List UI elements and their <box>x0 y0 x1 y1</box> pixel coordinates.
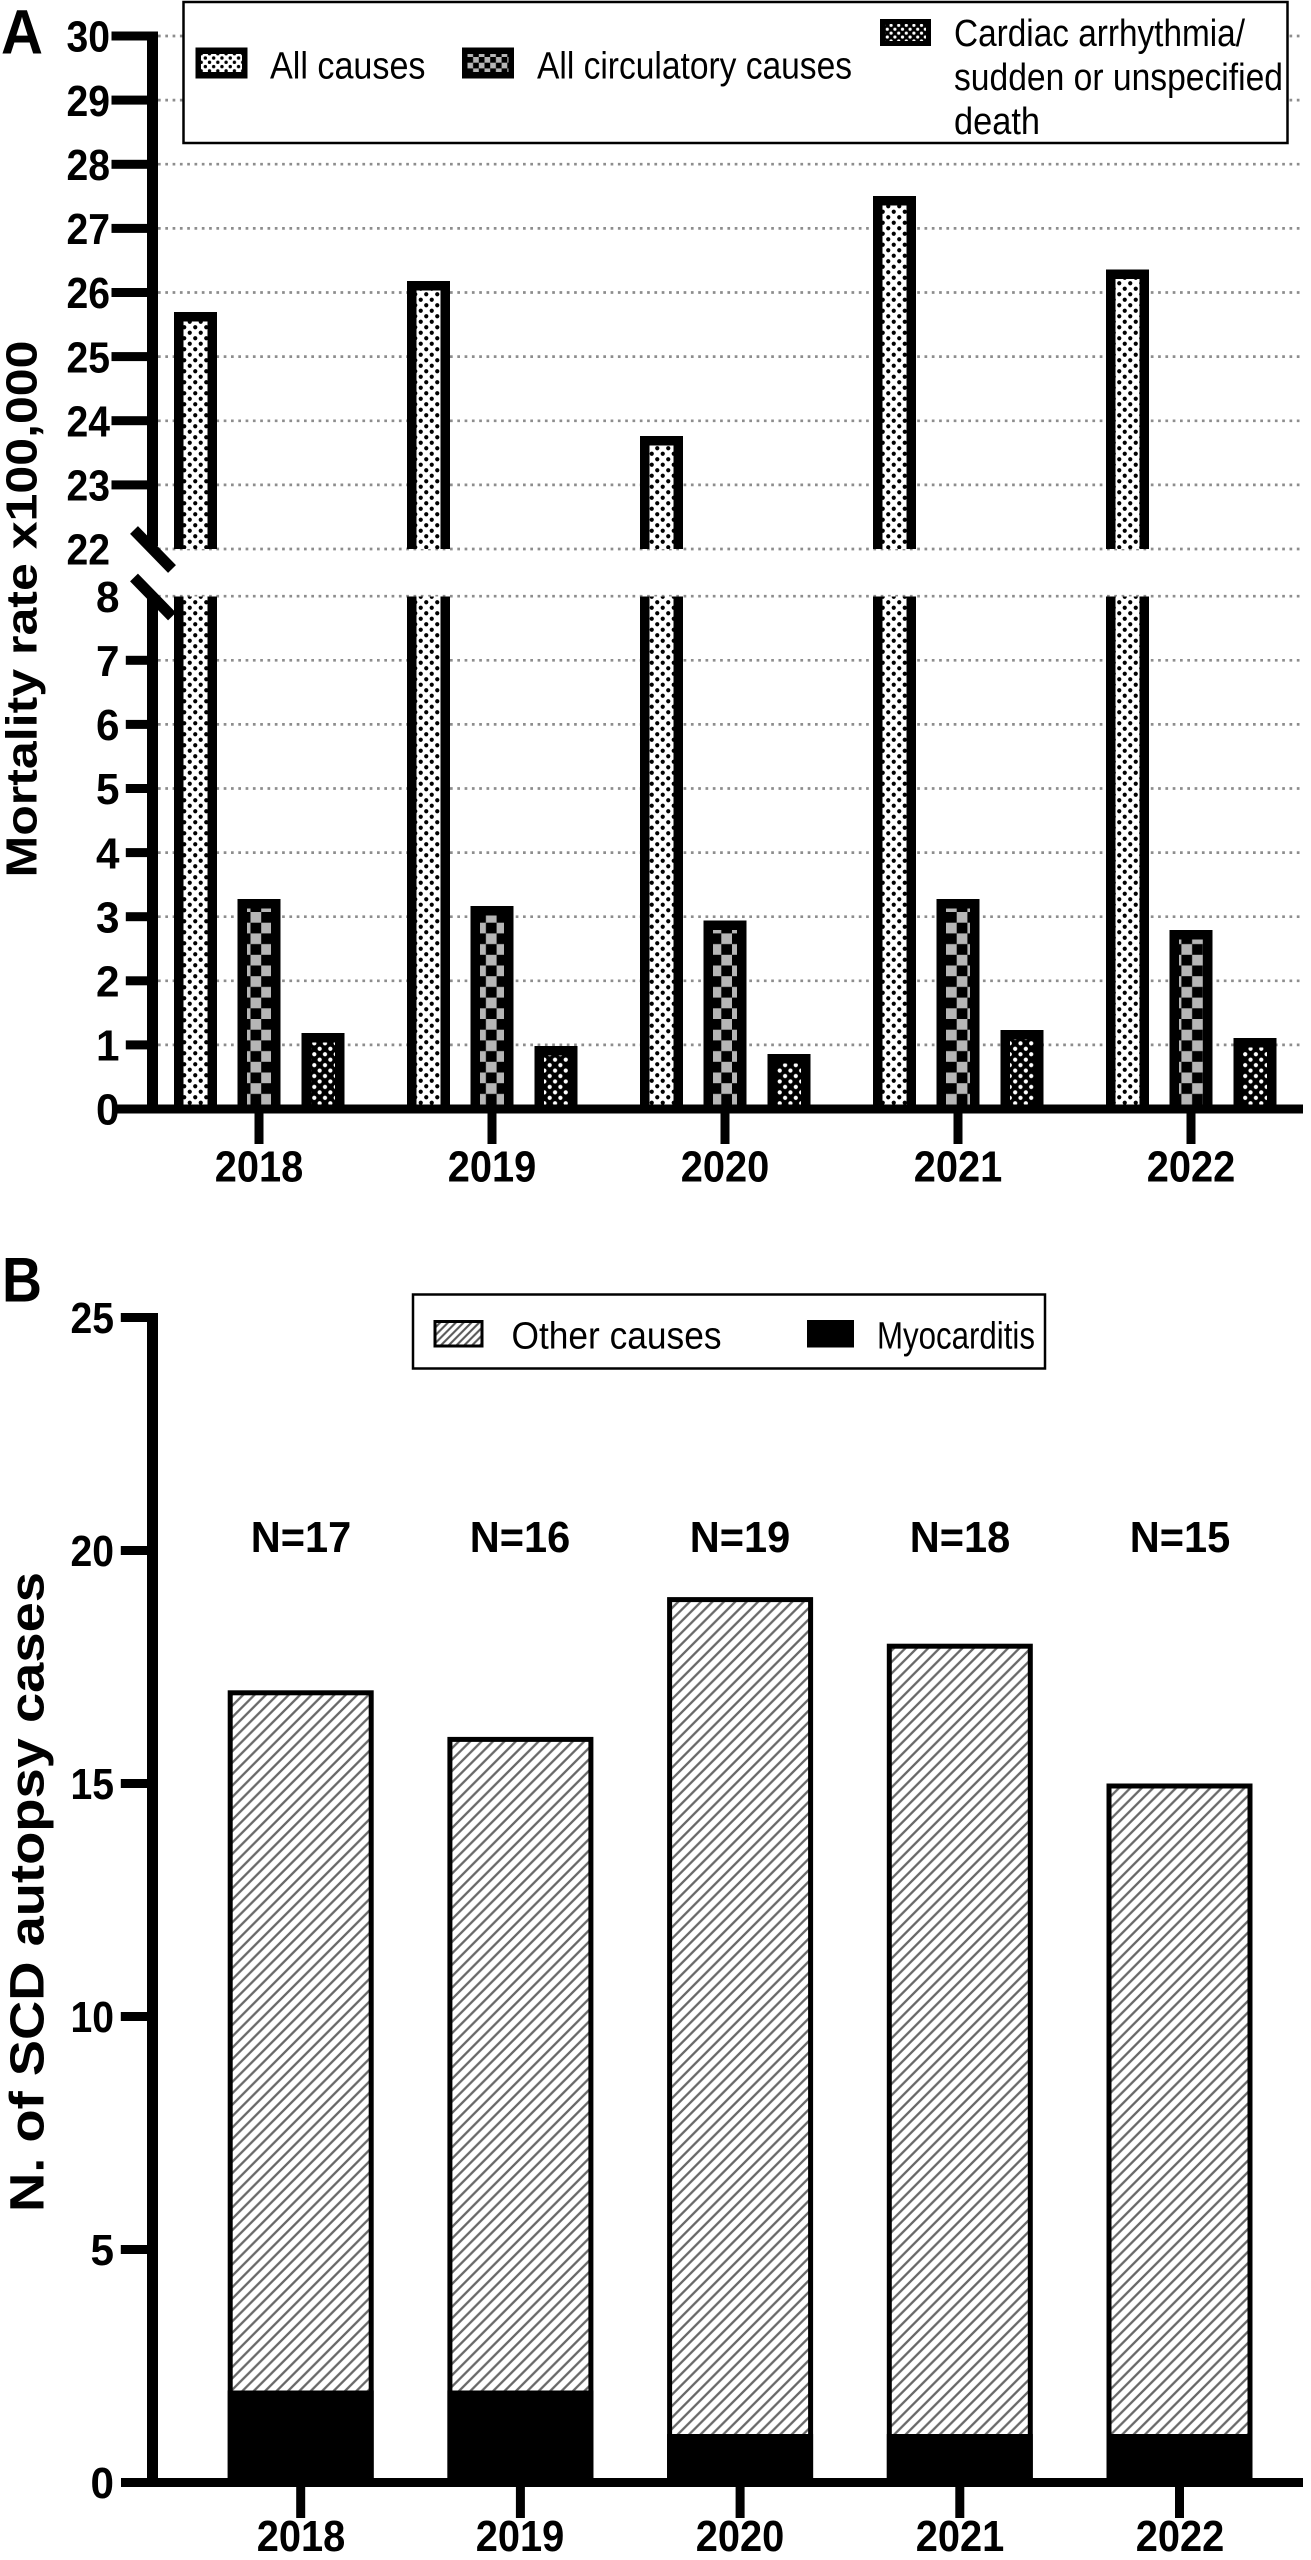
svg-text:2: 2 <box>96 958 120 1007</box>
svg-text:15: 15 <box>71 1760 115 1809</box>
svg-text:1: 1 <box>96 1022 120 1071</box>
svg-text:2019: 2019 <box>448 1143 537 1192</box>
svg-text:4: 4 <box>96 829 120 878</box>
svg-text:N=15: N=15 <box>1130 1513 1231 1562</box>
svg-text:N=16: N=16 <box>470 1513 571 1562</box>
svg-text:2022: 2022 <box>1147 1143 1236 1192</box>
svg-text:28: 28 <box>67 141 111 190</box>
svg-text:10: 10 <box>71 1993 115 2042</box>
svg-text:27: 27 <box>67 205 111 254</box>
svg-text:23: 23 <box>67 462 111 511</box>
svg-text:N. of SCD autopsy cases: N. of SCD autopsy cases <box>2 1572 55 2212</box>
svg-text:B: B <box>2 1246 42 1316</box>
svg-text:5: 5 <box>96 765 120 814</box>
svg-text:2020: 2020 <box>681 1143 770 1192</box>
svg-text:All causes: All causes <box>270 46 426 88</box>
svg-text:2022: 2022 <box>1136 2512 1225 2560</box>
svg-text:death: death <box>954 101 1040 143</box>
svg-text:2020: 2020 <box>696 2512 785 2560</box>
svg-text:22: 22 <box>67 526 111 575</box>
svg-text:All circulatory causes: All circulatory causes <box>537 46 852 88</box>
svg-text:6: 6 <box>96 701 120 750</box>
svg-text:2018: 2018 <box>257 2512 346 2560</box>
svg-text:Cardiac arrhythmia/: Cardiac arrhythmia/ <box>954 13 1245 55</box>
svg-text:25: 25 <box>71 1294 115 1343</box>
svg-text:N=17: N=17 <box>251 1513 352 1562</box>
svg-text:3: 3 <box>96 893 120 942</box>
svg-text:24: 24 <box>67 397 111 446</box>
svg-text:30: 30 <box>67 13 111 62</box>
svg-text:8: 8 <box>96 573 120 622</box>
svg-text:2021: 2021 <box>914 1143 1003 1192</box>
svg-text:29: 29 <box>67 77 111 126</box>
svg-text:2021: 2021 <box>916 2512 1005 2560</box>
svg-text:7: 7 <box>96 637 120 686</box>
svg-text:N=19: N=19 <box>690 1513 791 1562</box>
svg-text:Mortality rate x100,000: Mortality rate x100,000 <box>0 341 47 878</box>
svg-text:5: 5 <box>91 2226 115 2275</box>
svg-text:20: 20 <box>71 1527 115 1576</box>
svg-text:26: 26 <box>67 269 111 318</box>
svg-text:0: 0 <box>91 2459 115 2508</box>
svg-text:Myocarditis: Myocarditis <box>877 1315 1035 1357</box>
svg-text:2019: 2019 <box>476 2512 565 2560</box>
svg-text:2018: 2018 <box>215 1143 304 1192</box>
svg-text:A: A <box>1 0 43 68</box>
svg-text:25: 25 <box>67 333 111 382</box>
svg-text:N=18: N=18 <box>910 1513 1011 1562</box>
svg-text:Other causes: Other causes <box>512 1315 722 1357</box>
svg-text:0: 0 <box>96 1086 120 1135</box>
svg-text:sudden or unspecified: sudden or unspecified <box>954 57 1283 99</box>
